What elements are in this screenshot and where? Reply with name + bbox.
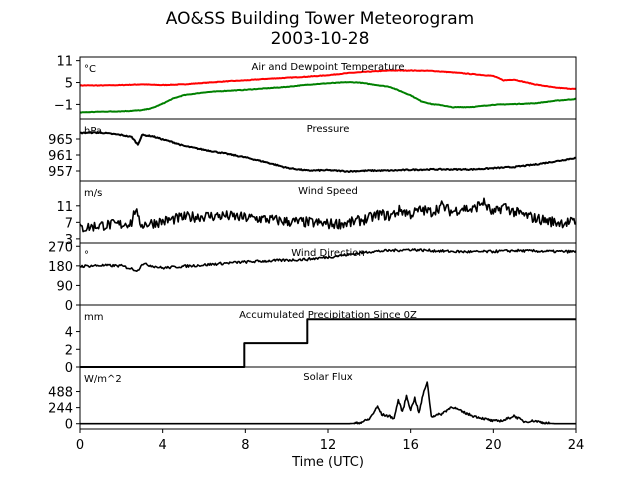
y-tick-label: 0	[65, 361, 73, 376]
y-tick-label: 5	[65, 77, 73, 92]
y-tick-label: 11	[56, 55, 73, 70]
y-tick-label: 0	[65, 418, 73, 433]
panel-unit-label: hPa	[84, 126, 102, 137]
panel-title: Pressure	[307, 124, 350, 135]
y-tick-label: 0	[65, 299, 73, 314]
x-axis: 0 4 8 12 16 20 24	[76, 429, 584, 453]
y-tick-label: 961	[48, 149, 73, 164]
x-tick-label: 24	[568, 438, 585, 453]
y-tick-label: −1	[54, 98, 73, 113]
chart-title: AO&SS Building Tower Meteorogram	[166, 9, 474, 29]
panel-unit-label: W/m^2	[84, 374, 122, 385]
panel-wspd: 117 3 Wind Speed m/s	[56, 180, 577, 248]
panel-title: Wind Direction	[291, 248, 365, 259]
y-tick-label: 957	[48, 165, 73, 180]
panel-title: Wind Speed	[298, 186, 358, 197]
x-tick-label: 0	[76, 438, 84, 453]
y-tick-label: 11	[56, 200, 73, 215]
wdir-series-line-1	[79, 248, 577, 273]
wspd-series-line-1	[79, 197, 577, 233]
y-tick-label: 244	[48, 402, 73, 417]
y-tick-label: 2	[65, 343, 73, 358]
y-tick-label: 7	[65, 216, 73, 231]
x-tick-label: 8	[241, 438, 249, 453]
x-axis-label: Time (UTC)	[291, 455, 364, 470]
temp-series-line-2	[79, 81, 576, 114]
chart-subtitle: 2003-10-28	[271, 29, 370, 49]
panels: 11 5 −1 Air and Dewpoint Temperature °C 96596…	[48, 55, 577, 433]
panel-unit-label: mm	[84, 312, 103, 323]
pres-series-line-1	[79, 131, 577, 173]
x-tick-label: 4	[159, 438, 167, 453]
y-tick-label: 180	[48, 260, 73, 275]
panel-unit-label: m/s	[84, 188, 102, 199]
y-tick-label: 965	[48, 133, 73, 148]
prcp-series-line-1	[80, 318, 576, 368]
x-tick-label: 12	[320, 438, 337, 453]
panel-title: Accumulated Precipitation Since 0Z	[239, 310, 417, 321]
y-tick-label: 488	[48, 386, 73, 401]
panel-unit-label: °C	[84, 64, 96, 75]
panel-title: Air and Dewpoint Temperature	[252, 62, 405, 73]
panel-prcp: 4 2 0 Accumulated Precipitation Since 0Z mm	[65, 304, 577, 376]
y-tick-label: 4	[65, 326, 73, 341]
x-tick-label: 16	[402, 438, 419, 453]
y-tick-label: 3	[65, 233, 73, 248]
temp-series-line-1	[79, 69, 577, 90]
panel-wdir: 270 180 90 0 Wind Direction °	[48, 240, 577, 314]
y-tick-label: 90	[56, 279, 73, 294]
sol-series-line-1	[80, 381, 577, 425]
y-tick-label: 270	[48, 240, 73, 255]
panel-unit-label: °	[84, 250, 89, 261]
panel-title: Solar Flux	[303, 372, 353, 383]
panel-temp: 11 5 −1 Air and Dewpoint Temperature °C	[54, 55, 577, 120]
x-tick-label: 20	[485, 438, 502, 453]
